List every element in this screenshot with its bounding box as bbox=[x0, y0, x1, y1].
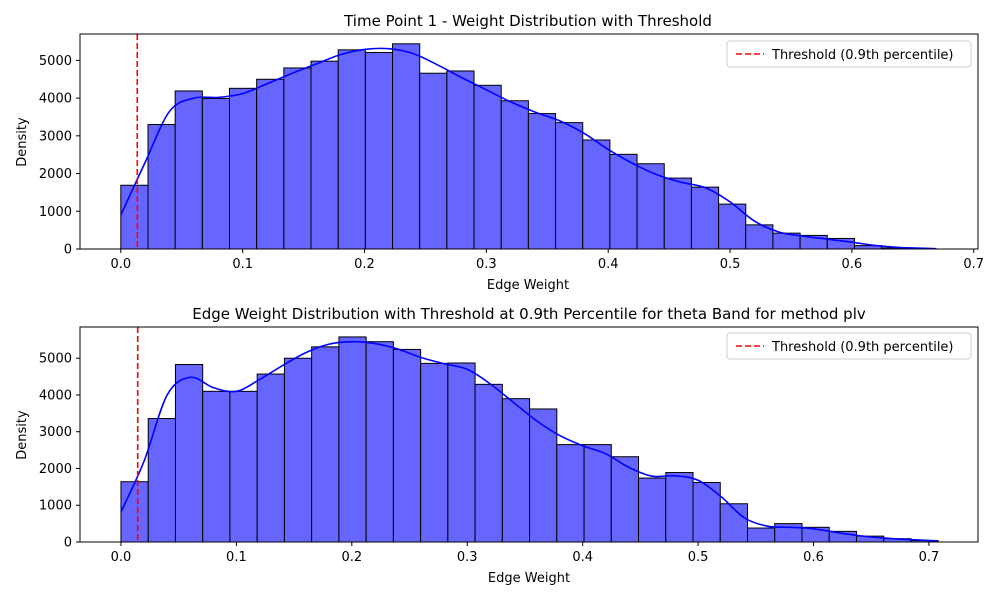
histogram-bar bbox=[746, 527, 776, 543]
histogram-bar bbox=[446, 70, 475, 250]
histogram-bar bbox=[419, 72, 448, 250]
histogram-bar bbox=[229, 390, 258, 543]
histogram-bar bbox=[392, 348, 422, 543]
x-tick-label: 0.1 bbox=[226, 550, 247, 565]
x-axis-label: Edge Weight bbox=[487, 278, 569, 293]
x-tick-label: 0.0 bbox=[111, 550, 132, 565]
x-axis-label: Edge Weight bbox=[488, 571, 570, 586]
x-tick-label: 0.5 bbox=[688, 550, 709, 565]
histogram-bar bbox=[636, 163, 665, 250]
chart-title: Time Point 1 - Weight Distribution with … bbox=[343, 12, 712, 30]
histogram-bar bbox=[392, 43, 421, 250]
histogram-bar bbox=[610, 456, 640, 543]
histogram-bar bbox=[527, 113, 557, 250]
histogram-bar bbox=[120, 184, 149, 250]
histogram-bar bbox=[364, 51, 394, 250]
histogram-bar bbox=[283, 67, 312, 250]
legend: Threshold (0.9th percentile) bbox=[726, 40, 972, 68]
x-tick-label: 0.6 bbox=[803, 550, 824, 565]
histogram-bar bbox=[474, 383, 503, 543]
x-tick-label: 0.4 bbox=[572, 550, 593, 565]
x-tick-label: 0.1 bbox=[232, 257, 253, 272]
histogram-bar bbox=[229, 87, 258, 250]
x-tick-label: 0.7 bbox=[963, 257, 984, 272]
histogram-bar bbox=[174, 363, 204, 543]
histogram-bar bbox=[337, 49, 366, 250]
histogram-bar bbox=[447, 362, 476, 543]
legend-frame bbox=[726, 40, 972, 68]
y-axis-label: Density bbox=[15, 117, 30, 167]
histogram-bar bbox=[665, 472, 694, 543]
chart-panel-2: Edge Weight Distribution with Threshold … bbox=[15, 305, 979, 586]
histogram-bar bbox=[202, 390, 231, 543]
kde-curve bbox=[120, 340, 939, 542]
histogram-bar bbox=[365, 341, 394, 543]
y-tick-label: 2000 bbox=[39, 167, 72, 182]
y-tick-label: 3000 bbox=[39, 129, 72, 144]
y-tick-label: 0 bbox=[64, 243, 72, 258]
histogram-bar bbox=[473, 84, 502, 250]
histogram-bar bbox=[719, 503, 748, 543]
histogram-bar bbox=[338, 336, 367, 543]
histogram-bar bbox=[555, 122, 584, 250]
histogram-bar bbox=[147, 124, 176, 250]
histogram-bar bbox=[529, 408, 558, 543]
histogram-bar bbox=[311, 346, 340, 543]
histogram-bar bbox=[583, 444, 612, 543]
x-tick-label: 0.2 bbox=[341, 550, 362, 565]
y-tick-label: 2000 bbox=[39, 462, 72, 477]
x-tick-label: 0.7 bbox=[919, 550, 940, 565]
histogram-bar bbox=[201, 98, 231, 250]
histogram-bar bbox=[638, 477, 667, 543]
y-tick-label: 3000 bbox=[39, 425, 72, 440]
histogram-bar bbox=[609, 153, 638, 250]
histogram-bar bbox=[256, 78, 285, 250]
kde-curve bbox=[120, 47, 936, 250]
histogram-bar bbox=[174, 90, 203, 250]
histogram-bar bbox=[420, 362, 449, 543]
legend: Threshold (0.9th percentile) bbox=[726, 332, 972, 360]
axes-frame bbox=[79, 33, 979, 250]
chart-title: Edge Weight Distribution with Threshold … bbox=[192, 305, 866, 323]
legend-frame bbox=[726, 332, 972, 360]
plot-area: 0.0 0.1 0.2 0.3 0.4 0.5 0.6 0.7 0 1000 2000 3000 400… bbox=[39, 33, 984, 272]
histogram-bar bbox=[663, 177, 692, 250]
y-axis-label: Density bbox=[15, 410, 30, 460]
y-tick-label: 5000 bbox=[39, 54, 72, 69]
histogram-bar bbox=[283, 357, 313, 543]
x-tick-label: 0.3 bbox=[476, 257, 497, 272]
y-tick-label: 4000 bbox=[39, 388, 72, 403]
histogram-bar bbox=[690, 186, 720, 250]
histogram-bar bbox=[120, 481, 149, 543]
axes-frame bbox=[79, 326, 979, 543]
histogram-bar bbox=[256, 373, 285, 543]
x-tick-label: 0.6 bbox=[842, 257, 863, 272]
histogram-bar bbox=[582, 139, 611, 250]
y-tick-label: 5000 bbox=[39, 352, 72, 367]
y-tick-label: 1000 bbox=[39, 205, 72, 220]
histogram-bar bbox=[501, 398, 531, 543]
histogram-bar bbox=[556, 444, 585, 543]
x-tick-label: 0.4 bbox=[598, 257, 619, 272]
x-tick-label: 0.2 bbox=[354, 257, 375, 272]
legend-threshold-label: Threshold (0.9th percentile) bbox=[771, 340, 954, 355]
chart-panel-1: Time Point 1 - Weight Distribution with … bbox=[15, 12, 984, 293]
y-tick-label: 4000 bbox=[39, 92, 72, 107]
histogram-bar bbox=[500, 100, 529, 250]
y-tick-label: 1000 bbox=[39, 499, 72, 514]
histogram-bar bbox=[692, 481, 721, 543]
x-tick-label: 0.0 bbox=[110, 257, 131, 272]
x-tick-label: 0.5 bbox=[720, 257, 741, 272]
legend-threshold-label: Threshold (0.9th percentile) bbox=[771, 48, 954, 63]
histogram-bar bbox=[310, 60, 339, 250]
x-tick-label: 0.3 bbox=[457, 550, 478, 565]
y-tick-label: 0 bbox=[64, 536, 72, 551]
plot-area: 0.0 0.1 0.2 0.3 0.4 0.5 0.6 0.7 0 1000 2000 3000 400… bbox=[39, 326, 979, 565]
